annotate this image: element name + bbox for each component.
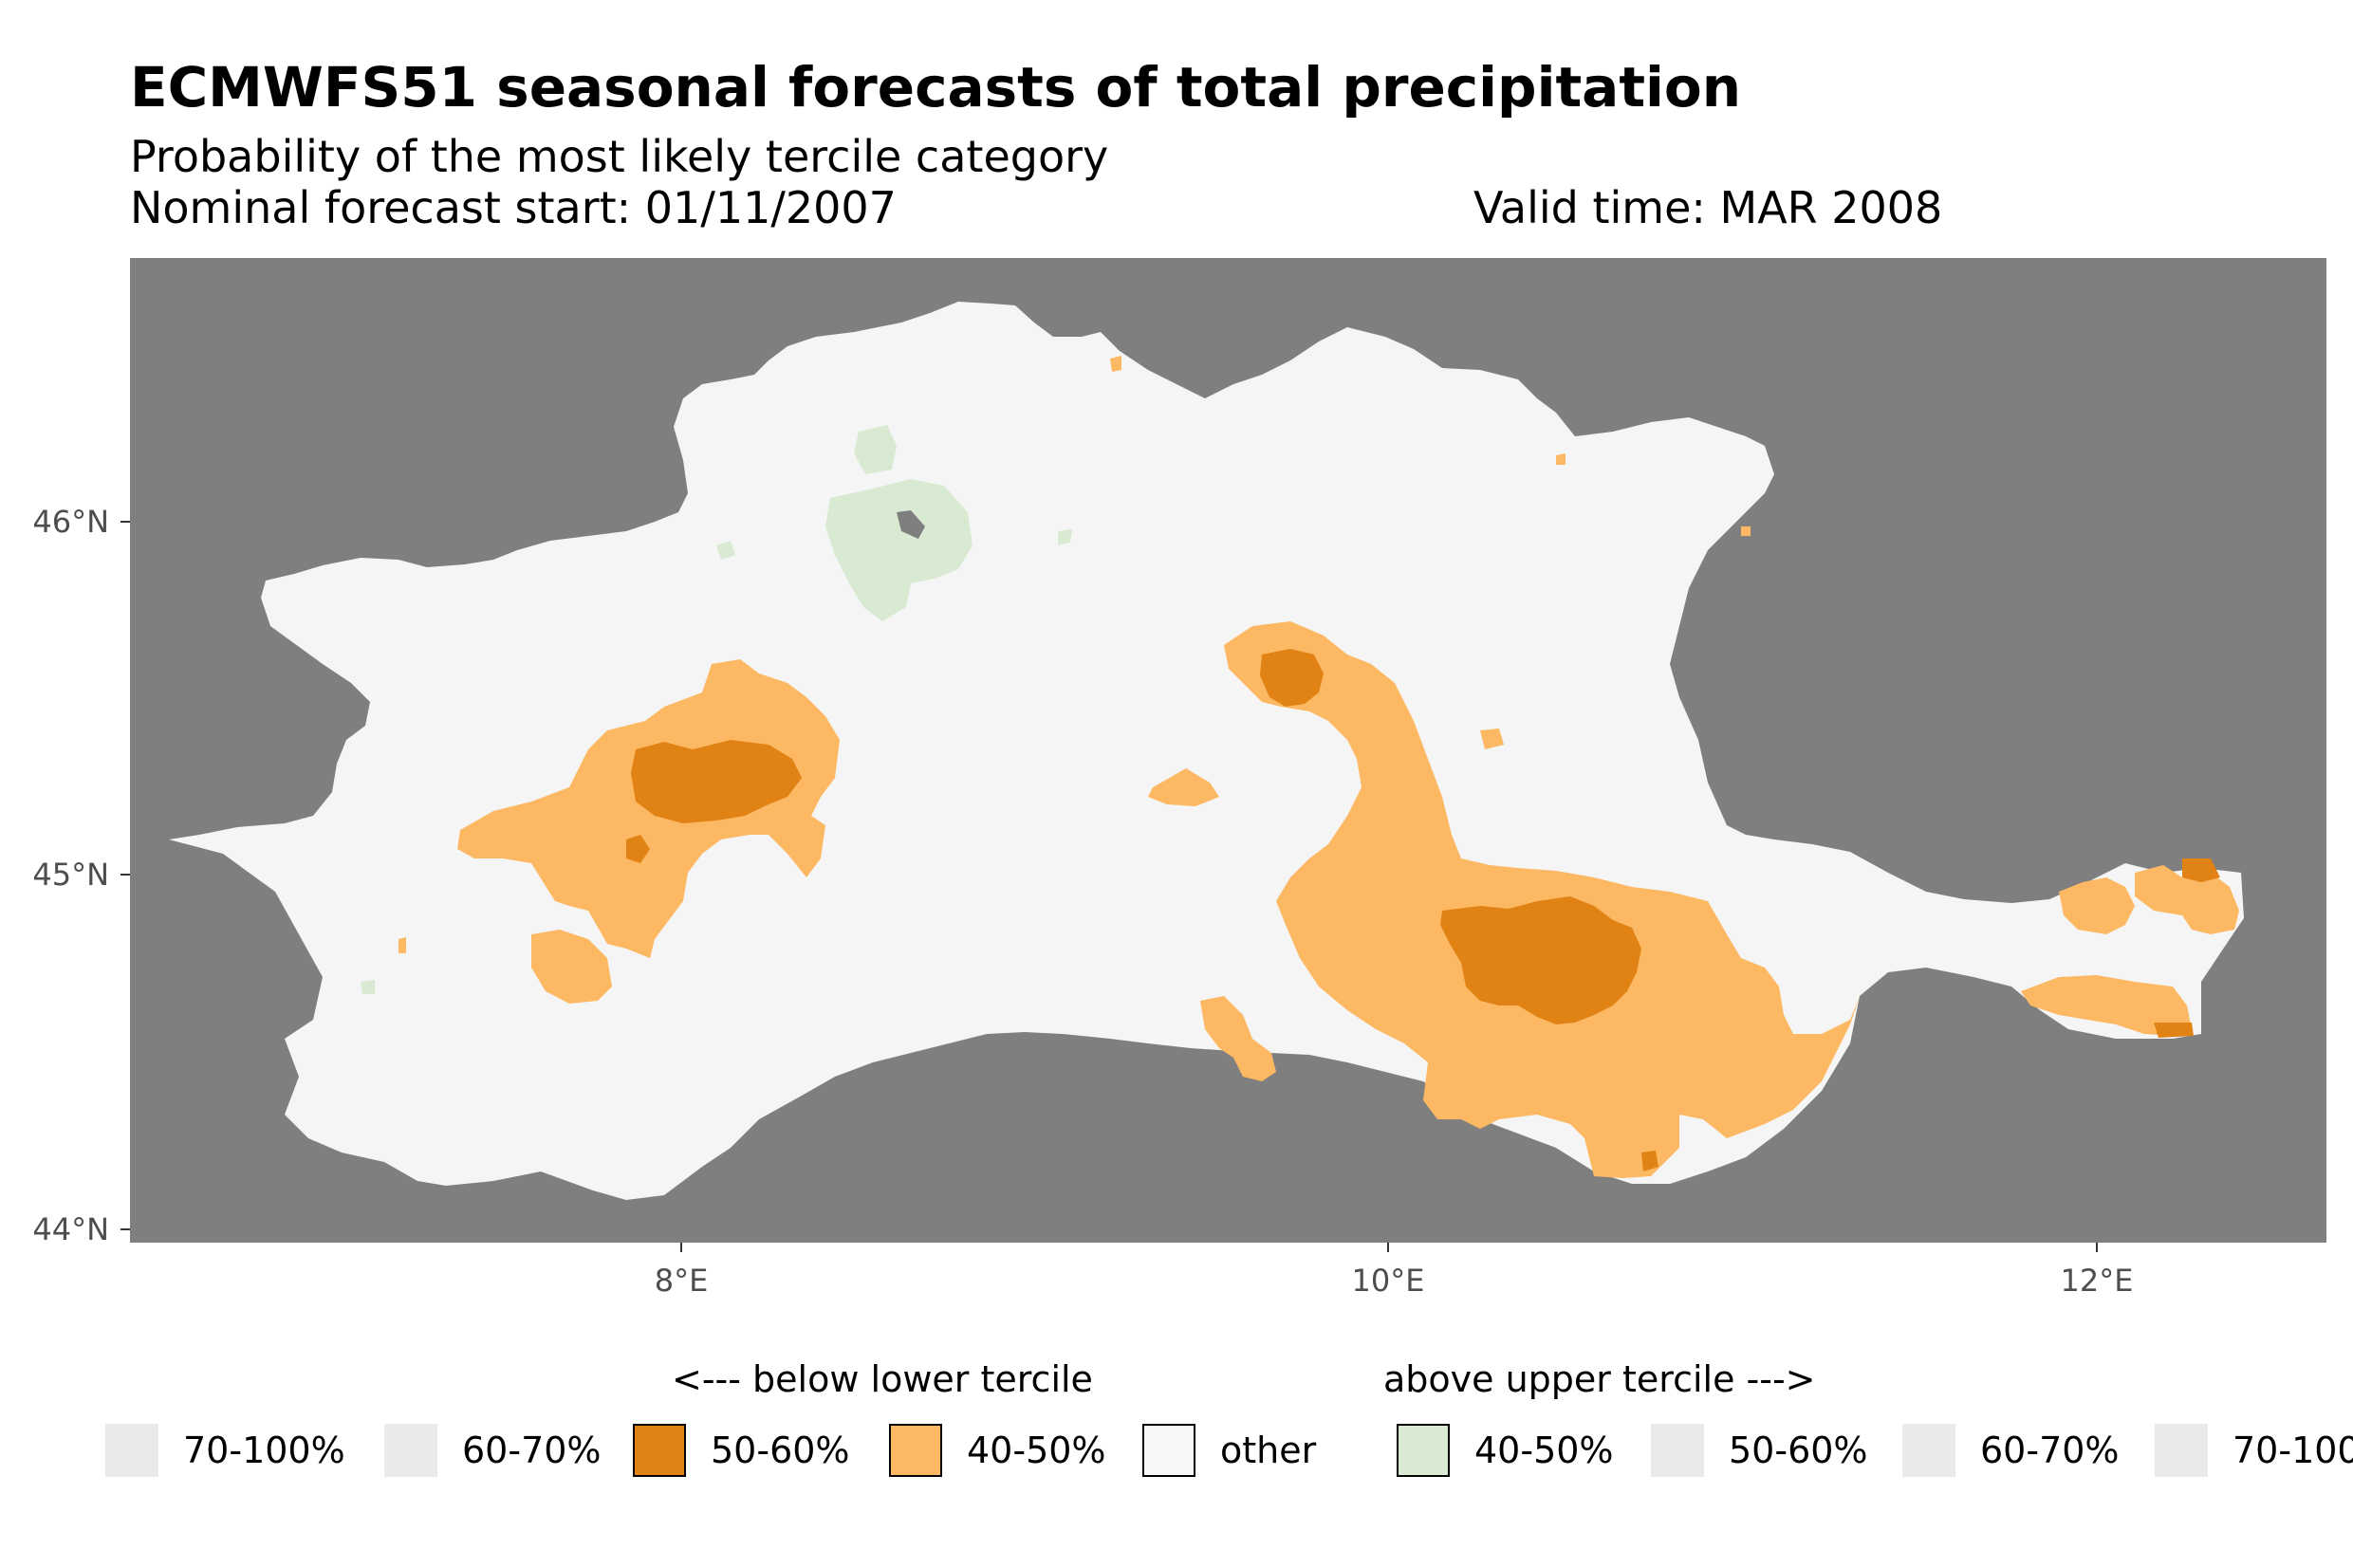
forecast-start-label: Nominal forecast start: 01/11/2007: [130, 182, 897, 233]
legend-item-below-60-70: 60-70%: [384, 1418, 602, 1483]
legend-swatch: [1142, 1424, 1195, 1477]
legend-label: 60-70%: [1980, 1430, 2120, 1471]
legend-item-below-50-60: 50-60%: [633, 1418, 850, 1483]
x-tick-label-8e: 8°E: [655, 1263, 709, 1299]
legend-item-above-60-70: 60-70%: [1902, 1418, 2120, 1483]
legend-label: 70-100%: [183, 1430, 345, 1471]
legend-swatch: [889, 1424, 942, 1477]
legend-item-above-50-60: 50-60%: [1651, 1418, 1868, 1483]
x-axis: [680, 1243, 2098, 1252]
legend-below-label: <--- below lower tercile: [672, 1358, 1093, 1400]
legend-item-above-70-100: 70-100%: [2155, 1418, 2353, 1483]
legend-label: other: [1220, 1430, 1317, 1471]
legend-label: 50-60%: [1729, 1430, 1868, 1471]
x-tick-label-12e: 12°E: [2061, 1263, 2134, 1299]
above-40-50-patches: [361, 425, 1072, 994]
legend-item-below-70-100: 70-100%: [105, 1418, 345, 1483]
legend-item-below-40-50: 40-50%: [889, 1418, 1106, 1483]
chart-title: ECMWFS51 seasonal forecasts of total pre…: [130, 55, 1742, 120]
legend: 70-100% 60-70% 50-60% 40-50% other 40-50…: [102, 1418, 2353, 1483]
below-50-60-regions: [626, 649, 2220, 1171]
y-tick-label-45: 45°N: [32, 857, 109, 893]
green-dark-spot: [897, 510, 925, 539]
legend-swatch: [2155, 1424, 2208, 1477]
legend-swatch: [105, 1424, 158, 1477]
legend-above-label: above upper tercile --->: [1383, 1358, 1816, 1400]
y-tick-label-44: 44°N: [32, 1211, 109, 1247]
legend-item-other: other: [1142, 1418, 1316, 1483]
legend-item-above-40-50: 40-50%: [1397, 1418, 1614, 1483]
legend-label: 40-50%: [967, 1430, 1106, 1471]
legend-swatch: [633, 1424, 686, 1477]
legend-label: 50-60%: [711, 1430, 850, 1471]
chart-subtitle: Probability of the most likely tercile c…: [130, 131, 1109, 182]
legend-swatch: [384, 1424, 437, 1477]
legend-label: 40-50%: [1474, 1430, 1614, 1471]
valid-time-label: Valid time: MAR 2008: [1473, 182, 1943, 233]
legend-label: 70-100%: [2233, 1430, 2353, 1471]
legend-swatch: [1902, 1424, 1955, 1477]
y-tick-label-46: 46°N: [32, 504, 109, 540]
x-tick-label-10e: 10°E: [1352, 1263, 1425, 1299]
legend-swatch: [1397, 1424, 1450, 1477]
y-axis: [120, 521, 130, 1230]
legend-label: 60-70%: [462, 1430, 602, 1471]
legend-swatch: [1651, 1424, 1704, 1477]
